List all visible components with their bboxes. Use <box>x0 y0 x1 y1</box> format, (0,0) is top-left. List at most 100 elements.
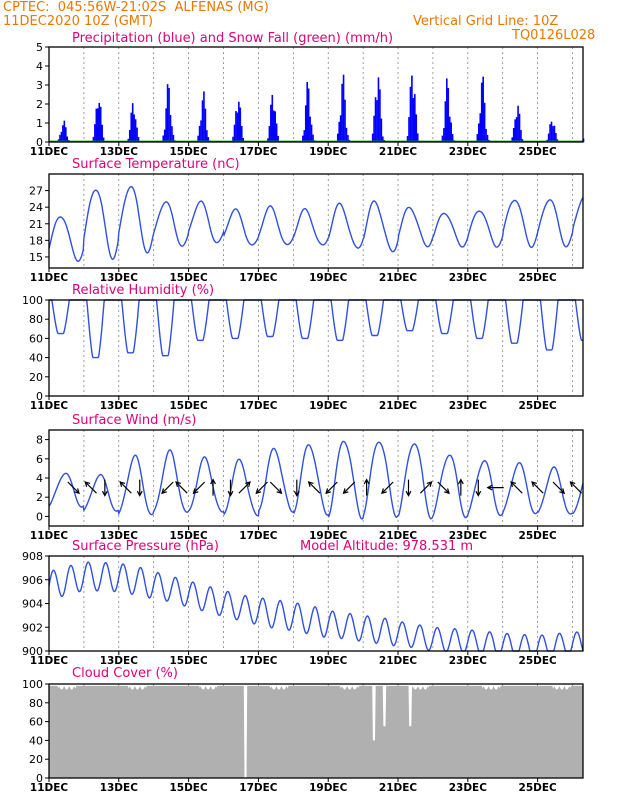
y-tick-label: 0 <box>36 772 43 785</box>
precip-bar <box>411 75 413 142</box>
precip-bar <box>382 136 384 142</box>
wind-arrow-head <box>161 488 168 495</box>
y-tick-label: 2 <box>36 98 43 111</box>
x-tick-label: 19DEC <box>309 655 348 667</box>
plot-frame <box>48 173 584 269</box>
x-tick-label: 11DEC <box>30 400 69 412</box>
precip-title: Precipitation (blue) and Snow Fall (gree… <box>72 31 393 46</box>
precip-bar <box>480 82 483 142</box>
precip-bar <box>447 88 450 142</box>
precip-bar <box>347 135 349 142</box>
plot-frame <box>48 555 584 652</box>
wind-arrow-head <box>405 490 412 497</box>
precip-bar <box>98 102 101 142</box>
y-tick-label: 4 <box>36 472 43 485</box>
y-tick-label: 900 <box>22 645 43 658</box>
precip-bar <box>94 124 96 142</box>
precip-bar <box>450 122 452 142</box>
precip-bar <box>448 116 451 142</box>
precip-bar <box>515 117 518 142</box>
wind-arrow <box>84 481 97 494</box>
precip-bar <box>128 129 131 142</box>
wind-arrow <box>343 481 356 494</box>
plot-frame <box>48 429 584 527</box>
precip-bar <box>377 77 380 142</box>
precip-bar <box>339 115 342 142</box>
date-line: 11DEC2020 10Z (GMT) <box>3 14 154 29</box>
y-tick-label: 40 <box>29 352 43 365</box>
precip-bar <box>271 94 274 142</box>
x-tick-label: 13DEC <box>100 530 139 542</box>
precip-bar <box>309 116 311 142</box>
precip-bar <box>166 84 169 142</box>
precip-bar <box>376 100 378 142</box>
x-tick-label: 11DEC <box>30 146 69 158</box>
precip-bar <box>137 137 140 142</box>
precip-bar <box>476 133 479 142</box>
precip-bar <box>336 133 339 142</box>
precip-bar <box>203 91 205 142</box>
y-tick-label: 24 <box>29 201 43 214</box>
precip-bar <box>267 138 269 142</box>
x-tick-label: 21DEC <box>379 655 418 667</box>
precip-bar <box>204 108 207 142</box>
precip-bar <box>162 135 165 142</box>
y-tick-label: 5 <box>36 41 43 54</box>
precip-bar <box>64 127 67 142</box>
precip-bar <box>521 139 524 142</box>
y-tick-label: 1 <box>36 117 43 130</box>
cloud-panel: Cloud Cover (%) 0 20 40 60 80 100 11DEC 13DEC 15… <box>22 666 584 794</box>
wind-arrow <box>437 481 450 494</box>
precip-panel: Precipitation (blue) and Snow Fall (gree… <box>30 31 585 158</box>
precip-bar <box>96 108 99 142</box>
precip-bar <box>483 102 486 142</box>
y-tick-label: 908 <box>22 550 43 563</box>
precip-bar <box>552 126 554 142</box>
wind-arrow <box>325 481 338 494</box>
wind-arrow-head <box>510 481 517 487</box>
x-tick-label: 25DEC <box>519 146 558 158</box>
y-tick-label: 0 <box>36 136 43 149</box>
rh-panel: Relative Humidity (%) 0 20 40 60 80 100 11DEC 1… <box>22 283 584 412</box>
wind-arrow-head <box>325 488 332 495</box>
wind-title: Surface Wind (m/s) <box>72 413 196 428</box>
x-tick-label: 17DEC <box>239 146 278 158</box>
precip-bar <box>511 137 514 142</box>
precip-bar <box>95 108 98 142</box>
wind-speed-series-line <box>48 440 584 520</box>
precip-bar <box>102 137 105 142</box>
precip-bar <box>136 127 138 142</box>
precip-bar <box>133 114 135 142</box>
x-tick-label: 15DEC <box>169 146 208 158</box>
wind-arrow-head <box>444 488 450 495</box>
y-tick-label: 18 <box>29 234 43 247</box>
precip-bar <box>371 133 374 142</box>
wind-arrow-head <box>363 478 370 485</box>
x-tick-label: 13DEC <box>100 146 139 158</box>
x-tick-label: 11DEC <box>30 272 69 284</box>
precip-bar <box>233 124 236 142</box>
wind-arrow <box>269 481 282 494</box>
precip-bar <box>236 112 239 142</box>
model-altitude-label: Model Altitude: 978.531 m <box>300 539 473 554</box>
precip-bar <box>169 114 172 142</box>
x-tick-label: 15DEC <box>169 530 208 542</box>
precip-bar <box>409 86 412 142</box>
wind-arrow-head <box>84 481 91 487</box>
precip-bar <box>517 105 519 142</box>
precip-bar <box>60 131 63 142</box>
station-line: CPTEC: 045:56W-21:02S ALFENAS (MG) <box>3 0 269 15</box>
x-tick-label: 17DEC <box>239 400 278 412</box>
wind-arrow-head <box>136 490 143 497</box>
x-tick-label: 15DEC <box>169 272 208 284</box>
y-tick-label: 2 <box>36 491 43 504</box>
y-tick-label: 3 <box>36 79 43 92</box>
wind-arrow-head <box>457 478 464 485</box>
precip-bar <box>171 126 173 142</box>
wind-arrow-head <box>175 481 181 487</box>
x-tick-label: 13DEC <box>100 655 139 667</box>
x-tick-label: 19DEC <box>309 400 348 412</box>
precip-bar <box>197 135 199 142</box>
wind-arrow-head <box>293 490 300 497</box>
pressure-series-line <box>48 561 584 652</box>
